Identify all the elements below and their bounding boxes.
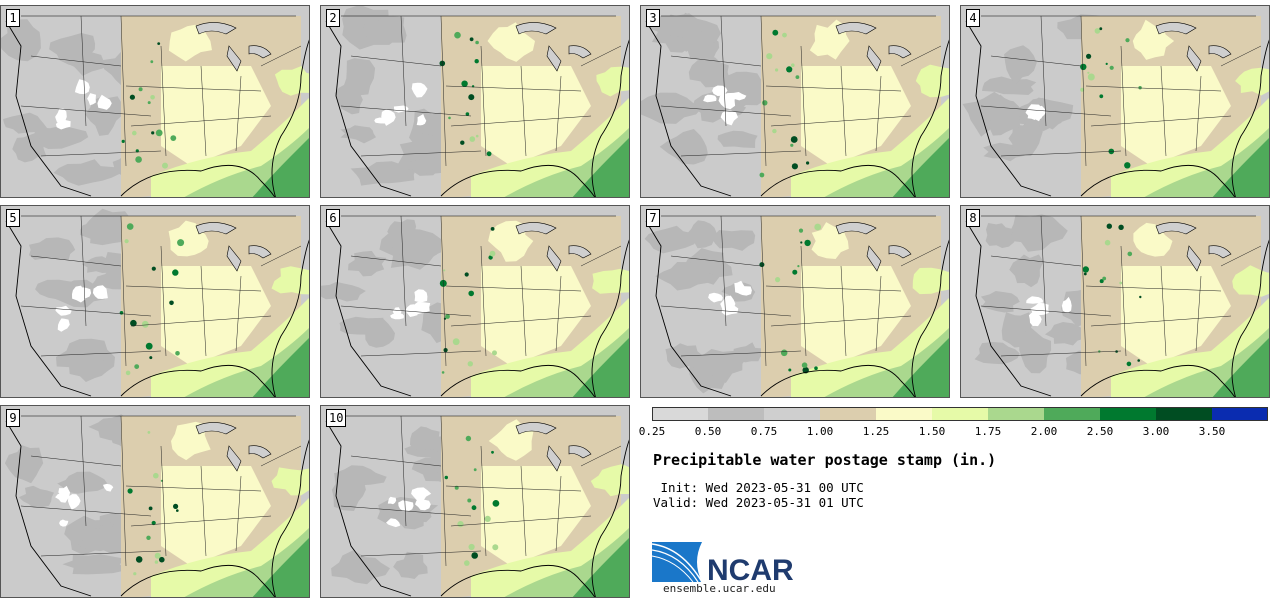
ensemble-member-map — [961, 6, 1269, 197]
ensemble-member-map — [321, 6, 629, 197]
site-url: ensemble.ucar.edu — [663, 582, 776, 595]
member-number-label: 2 — [326, 9, 340, 27]
colorbar — [652, 407, 1268, 421]
member-number-label: 7 — [646, 209, 660, 227]
ensemble-member-map — [1, 206, 309, 397]
colorbar-border — [652, 407, 1268, 421]
map-panel: 3 — [640, 5, 950, 198]
member-number-label: 9 — [6, 409, 20, 427]
ensemble-member-map — [321, 206, 629, 397]
map-panel: 1 — [0, 5, 310, 198]
member-number-label: 1 — [6, 9, 20, 27]
colorbar-swatch — [764, 407, 821, 421]
colorbar-swatch — [1044, 407, 1101, 421]
colorbar-tick-label: 3.00 — [1142, 425, 1170, 438]
colorbar-tick-label: 2.50 — [1086, 425, 1114, 438]
member-number-label: 4 — [966, 9, 980, 27]
colorbar-swatch — [1212, 407, 1268, 421]
member-number-label: 8 — [966, 209, 980, 227]
colorbar-swatch — [1156, 407, 1213, 421]
colorbar-tick-label: 3.50 — [1198, 425, 1226, 438]
map-panel: 8 — [960, 205, 1270, 398]
colorbar-tick-label: 2.00 — [1030, 425, 1058, 438]
colorbar-swatch — [652, 407, 709, 421]
ncar-logo: NCAR — [652, 542, 794, 584]
colorbar-tick-label: 0.50 — [694, 425, 722, 438]
colorbar-tick-label: 1.00 — [806, 425, 834, 438]
ensemble-member-map — [641, 6, 949, 197]
colorbar-tick-label: 1.50 — [918, 425, 946, 438]
ensemble-member-map — [961, 206, 1269, 397]
map-panel: 5 — [0, 205, 310, 398]
member-number-label: 10 — [326, 409, 347, 427]
ensemble-member-map — [321, 406, 629, 597]
logo-wordmark: NCAR — [707, 554, 794, 584]
colorbar-swatch — [820, 407, 877, 421]
colorbar-swatch — [708, 407, 765, 421]
colorbar-swatch — [1100, 407, 1157, 421]
map-panel: 7 — [640, 205, 950, 398]
plot-title: Precipitable water postage stamp (in.) — [653, 451, 997, 469]
colorbar-swatch — [988, 407, 1045, 421]
colorbar-swatch — [932, 407, 989, 421]
colorbar-tick-label: 1.25 — [862, 425, 890, 438]
colorbar-swatch — [876, 407, 933, 421]
member-number-label: 3 — [646, 9, 660, 27]
colorbar-tick-label: 0.25 — [638, 425, 666, 438]
map-panel: 2 — [320, 5, 630, 198]
init-time: Init: Wed 2023-05-31 00 UTC — [653, 480, 864, 495]
colorbar-tick-label: 0.75 — [750, 425, 778, 438]
ensemble-member-map — [1, 6, 309, 197]
ensemble-member-map — [1, 406, 309, 597]
map-panel: 10 — [320, 405, 630, 598]
member-number-label: 5 — [6, 209, 20, 227]
colorbar-tick-label: 1.75 — [974, 425, 1002, 438]
ensemble-member-map — [641, 206, 949, 397]
member-number-label: 6 — [326, 209, 340, 227]
map-panel: 6 — [320, 205, 630, 398]
map-panel: 4 — [960, 5, 1270, 198]
map-panel: 9 — [0, 405, 310, 598]
valid-time: Valid: Wed 2023-05-31 01 UTC — [653, 495, 864, 510]
